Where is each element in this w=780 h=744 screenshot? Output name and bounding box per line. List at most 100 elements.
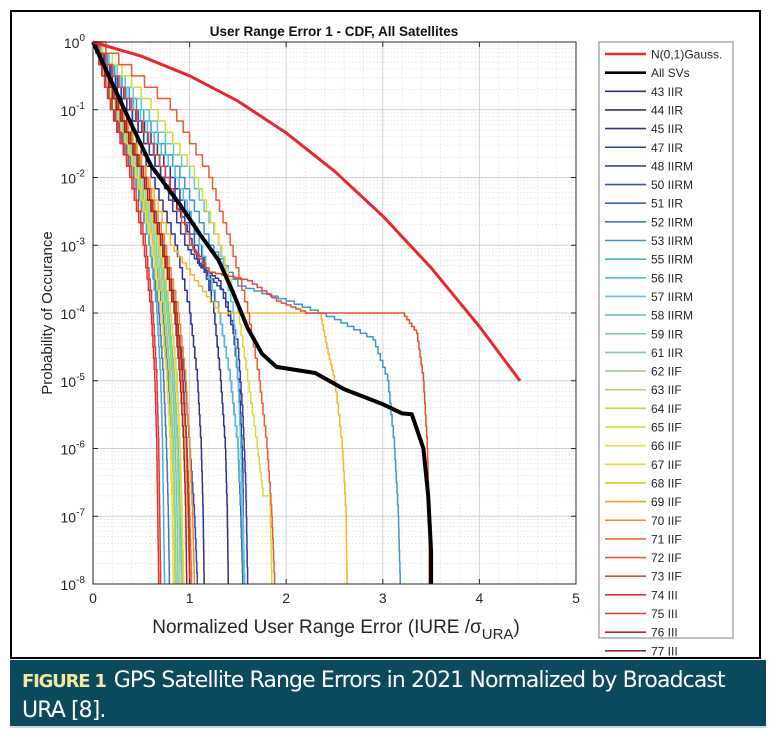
legend-item: 62 IIF xyxy=(605,365,682,379)
y-tick-label: 10-1 xyxy=(61,101,86,119)
x-tick-label: 0 xyxy=(89,590,97,606)
series-line-73-iif xyxy=(93,41,430,584)
x-axis-label-subscript: URA xyxy=(482,626,514,643)
legend-label: 65 IIF xyxy=(651,421,682,435)
legend-label: 57 IIRM xyxy=(651,290,693,304)
legend-label: 50 IIRM xyxy=(651,178,693,192)
x-tick-label: 4 xyxy=(476,590,484,606)
legend-item: 59 IIR xyxy=(605,327,683,341)
figure-caption: FIGURE 1 GPS Satellite Range Errors in 20… xyxy=(10,660,766,726)
legend-item: 52 IIRM xyxy=(605,215,693,229)
x-tick-label: 5 xyxy=(572,590,580,606)
y-tick-label: 100 xyxy=(64,33,86,51)
series-line-65-iif xyxy=(93,41,273,584)
y-tick-label: 10-4 xyxy=(61,304,86,322)
legend-item: 65 IIF xyxy=(605,421,682,435)
legend-label: 59 IIR xyxy=(651,327,683,341)
legend-item: 56 IIR xyxy=(605,271,683,285)
y-axis-label: Probability of Occurance xyxy=(39,231,56,394)
chart-title: User Range Error 1 - CDF, All Satellites xyxy=(210,24,459,39)
legend-label: 43 IIR xyxy=(651,85,683,99)
figure-caption-text: GPS Satellite Range Errors in 2021 Norma… xyxy=(22,668,726,723)
legend-label: 51 IIR xyxy=(651,197,683,211)
y-tick-label: 10-7 xyxy=(61,507,86,525)
legend-label: 52 IIRM xyxy=(651,215,693,229)
legend-item: N(0,1)Gauss. xyxy=(605,48,722,62)
legend-item: 63 IIF xyxy=(605,383,682,397)
legend-label: 44 IIR xyxy=(651,103,683,117)
legend-item: 57 IIRM xyxy=(605,290,693,304)
legend-label: 63 IIF xyxy=(651,383,682,397)
series-line-47-iir xyxy=(93,41,249,584)
legend-item: 50 IIRM xyxy=(605,178,693,192)
legend-item: 66 IIF xyxy=(605,439,682,453)
legend-item: 76 III xyxy=(605,626,678,640)
legend-label: 64 IIF xyxy=(651,402,682,416)
y-tick-label: 10-8 xyxy=(61,575,86,593)
legend-label: 75 III xyxy=(651,607,678,621)
legend-item: 53 IIRM xyxy=(605,234,693,248)
axes: 0 1 2 3 4 5 100 10-1 10-2 10-3 10-4 10-5 10-6 10-7 10-… xyxy=(61,33,581,606)
legend-item: 47 IIR xyxy=(605,141,683,155)
legend-item: 44 IIR xyxy=(605,103,683,117)
legend-label: 48 IIRM xyxy=(651,159,693,173)
legend-label: N(0,1)Gauss. xyxy=(651,48,722,62)
legend-item: 74 III xyxy=(605,588,678,602)
legend-label: 56 IIR xyxy=(651,271,683,285)
legend-label: 73 IIF xyxy=(651,570,682,584)
legend-item: 43 IIR xyxy=(605,85,683,99)
legend-label: 58 IIRM xyxy=(651,309,693,323)
legend-label: 62 IIF xyxy=(651,365,682,379)
legend-item: 77 III xyxy=(605,644,678,658)
legend-item: 68 IIF xyxy=(605,476,682,490)
legend-item: 64 IIF xyxy=(605,402,682,416)
legend-label: 67 IIF xyxy=(651,458,682,472)
legend-label: 45 IIR xyxy=(651,122,683,136)
series-line-n-0-1-gauss- xyxy=(92,40,522,382)
legend-item: 70 IIF xyxy=(605,514,682,528)
legend-label: 53 IIRM xyxy=(651,234,693,248)
legend-item: 67 IIF xyxy=(605,458,682,472)
legend-item: 58 IIRM xyxy=(605,309,693,323)
series-line-72-iif xyxy=(93,41,276,584)
y-tick-label: 10-6 xyxy=(61,440,86,458)
legend-label: 77 III xyxy=(651,644,678,658)
legend-label: 68 IIF xyxy=(651,476,682,490)
legend-label: 69 IIF xyxy=(651,495,682,509)
y-tick-label: 10-3 xyxy=(61,236,86,254)
x-tick-label: 3 xyxy=(379,590,387,606)
chart: 0 1 2 3 4 5 100 10-1 10-2 10-3 10-4 10-5 10-6 10-7 10-… xyxy=(39,24,734,658)
x-axis-label-main: Normalized User Range Error (IURE /σ xyxy=(152,617,482,638)
legend-item: 51 IIR xyxy=(605,197,683,211)
legend-label: 61 IIR xyxy=(651,346,683,360)
series-line-74-iii xyxy=(93,41,160,584)
legend-item: 48 IIRM xyxy=(605,159,693,173)
x-tick-label: 2 xyxy=(282,590,290,606)
series-line-all-svs xyxy=(91,41,434,584)
x-axis-label-close: ) xyxy=(513,617,519,638)
y-tick-label: 10-5 xyxy=(61,372,86,390)
series-layer xyxy=(91,40,522,584)
legend-label: 71 IIF xyxy=(651,532,682,546)
y-tick-label: 10-2 xyxy=(61,169,86,187)
figure-label: FIGURE 1 xyxy=(22,671,107,692)
x-tick-label: 1 xyxy=(186,590,194,606)
legend-label: 76 III xyxy=(651,626,678,640)
legend-label: 70 IIF xyxy=(651,514,682,528)
legend-item: 69 IIF xyxy=(605,495,682,509)
legend-label: 47 IIR xyxy=(651,141,683,155)
legend-item: 61 IIR xyxy=(605,346,683,360)
legend-item: 72 IIF xyxy=(605,551,682,565)
legend-item: 45 IIR xyxy=(605,122,683,136)
series-line-75-iii xyxy=(93,41,162,584)
legend: N(0,1)Gauss. All SVs 43 IIR 44 IIR 45 IIR 47 … xyxy=(598,41,734,658)
legend-item: 73 IIF xyxy=(605,570,682,584)
legend-item: 71 IIF xyxy=(605,532,682,546)
legend-label: All SVs xyxy=(651,66,690,80)
legend-item: 75 III xyxy=(605,607,678,621)
x-axis-label: Normalized User Range Error (IURE /σURA) xyxy=(152,617,520,643)
legend-item: All SVs xyxy=(605,66,690,80)
legend-label: 55 IIRM xyxy=(651,253,693,267)
series-line-77-iii xyxy=(93,41,188,584)
legend-label: 66 IIF xyxy=(651,439,682,453)
